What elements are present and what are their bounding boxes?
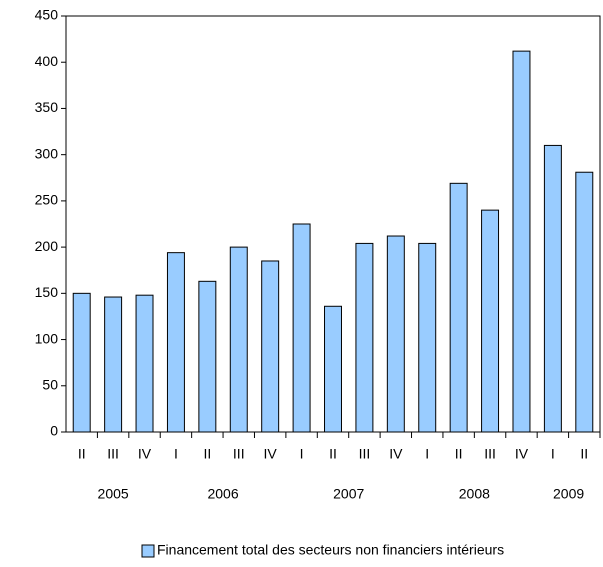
group-label: 2005 xyxy=(98,486,129,502)
y-tick-label: 0 xyxy=(50,423,58,439)
bar xyxy=(72,292,91,433)
bar xyxy=(543,144,562,433)
x-tick-label: I xyxy=(425,446,429,462)
y-tick-label: 450 xyxy=(35,7,59,23)
y-tick-label: 250 xyxy=(35,192,59,208)
bar xyxy=(449,182,468,433)
y-tick-label: 300 xyxy=(35,145,59,161)
x-tick-label: IV xyxy=(264,446,278,462)
y-tick-label: 350 xyxy=(35,99,59,115)
bar xyxy=(292,223,311,433)
x-tick-label: III xyxy=(107,446,119,462)
plot-frame xyxy=(65,15,601,433)
x-tick-label: IV xyxy=(389,446,403,462)
legend-swatch xyxy=(141,544,155,558)
bar xyxy=(198,280,217,433)
x-tick-label: II xyxy=(455,446,463,462)
bar xyxy=(386,235,405,433)
bar xyxy=(135,294,154,433)
bar xyxy=(104,296,123,433)
x-tick-label: III xyxy=(484,446,496,462)
bar xyxy=(418,242,437,433)
bar xyxy=(512,50,531,433)
x-tick-label: IV xyxy=(515,446,529,462)
group-label: 2007 xyxy=(333,486,364,502)
bar xyxy=(324,305,342,433)
x-tick-label: I xyxy=(174,446,178,462)
bar xyxy=(575,171,594,433)
bar xyxy=(355,242,374,433)
x-tick-label: IV xyxy=(138,446,152,462)
group-label: 2006 xyxy=(207,486,238,502)
group-label: 2008 xyxy=(459,486,490,502)
x-tick-label: II xyxy=(203,446,211,462)
y-tick-label: 150 xyxy=(35,284,59,300)
bar xyxy=(481,209,500,433)
x-tick-label: II xyxy=(78,446,86,462)
x-tick-label: I xyxy=(551,446,555,462)
y-tick-label: 400 xyxy=(35,53,59,69)
x-tick-label: III xyxy=(359,446,371,462)
group-label: 2009 xyxy=(553,486,584,502)
x-tick-label: III xyxy=(233,446,245,462)
y-tick-label: 200 xyxy=(35,238,59,254)
y-tick-label: 50 xyxy=(42,376,58,392)
legend-label: Financement total des secteurs non finan… xyxy=(157,542,504,558)
bar xyxy=(229,246,248,433)
x-tick-label: II xyxy=(580,446,588,462)
x-tick-label: I xyxy=(300,446,304,462)
bar xyxy=(261,260,280,433)
y-tick-label: 100 xyxy=(35,330,59,346)
bar xyxy=(166,252,185,433)
x-tick-label: II xyxy=(329,446,337,462)
